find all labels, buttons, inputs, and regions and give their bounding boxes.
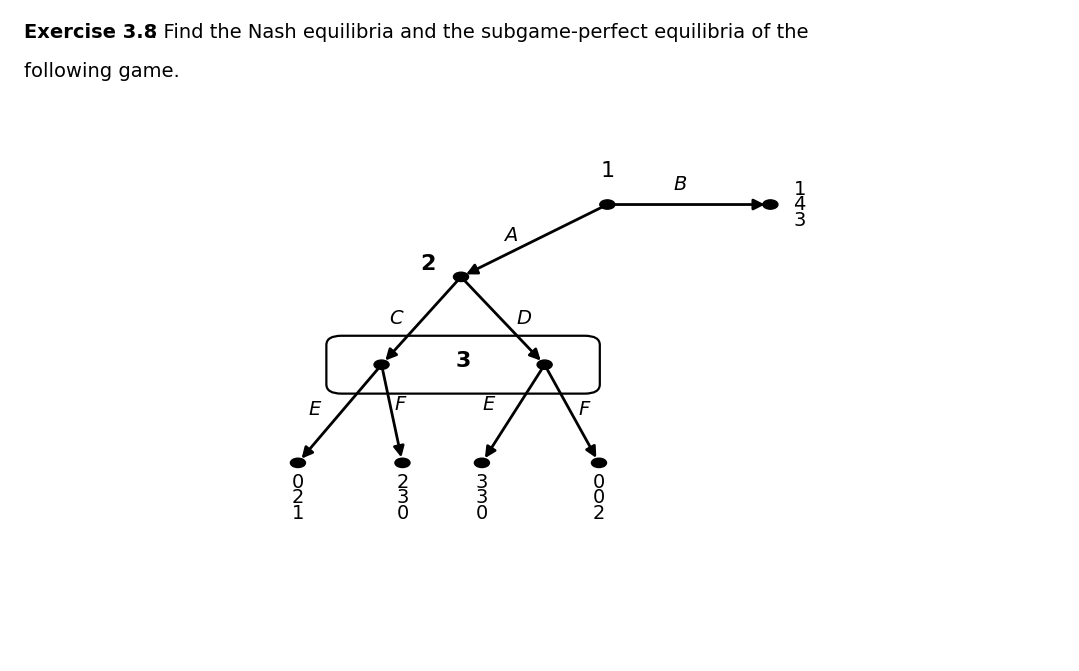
Text: E: E: [309, 400, 320, 419]
Text: 2: 2: [420, 254, 435, 274]
Text: 2: 2: [592, 504, 605, 523]
Text: 1: 1: [600, 161, 614, 181]
Circle shape: [453, 272, 468, 282]
Text: 3: 3: [476, 473, 488, 492]
Text: following game.: following game.: [24, 62, 179, 81]
Text: 4: 4: [793, 195, 806, 214]
Text: 3: 3: [476, 488, 488, 507]
Circle shape: [395, 458, 410, 468]
Text: F: F: [578, 400, 590, 419]
Circle shape: [537, 360, 552, 369]
Text: 0: 0: [592, 488, 605, 507]
Text: A: A: [504, 226, 518, 245]
Text: F: F: [395, 395, 406, 414]
Text: 0: 0: [592, 473, 605, 492]
Text: 2: 2: [291, 488, 304, 507]
Text: 1: 1: [793, 180, 806, 199]
Text: 3: 3: [396, 488, 409, 507]
Circle shape: [374, 360, 390, 369]
Text: B: B: [673, 175, 687, 195]
Text: C: C: [390, 309, 404, 327]
Text: Exercise 3.8: Exercise 3.8: [24, 23, 156, 42]
Text: . Find the Nash equilibria and the subgame-perfect equilibria of the: . Find the Nash equilibria and the subga…: [151, 23, 808, 42]
Text: 0: 0: [291, 473, 304, 492]
Text: 2: 2: [396, 473, 409, 492]
Circle shape: [763, 200, 778, 209]
Circle shape: [290, 458, 305, 468]
Circle shape: [475, 458, 490, 468]
Text: 0: 0: [396, 504, 409, 523]
Text: 1: 1: [291, 504, 304, 523]
Circle shape: [600, 200, 615, 209]
Text: E: E: [482, 395, 494, 414]
Text: 3: 3: [455, 350, 470, 370]
Text: 0: 0: [476, 504, 488, 523]
Text: D: D: [516, 309, 531, 327]
Circle shape: [591, 458, 606, 468]
Text: 3: 3: [793, 211, 806, 229]
